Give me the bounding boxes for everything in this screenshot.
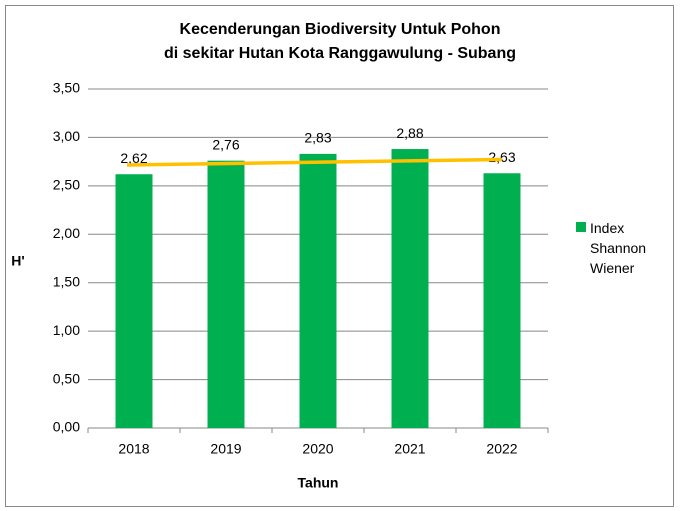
y-tick-label: 0,50 xyxy=(53,370,80,386)
y-tick-label: 3,00 xyxy=(53,128,80,144)
data-label: 2,76 xyxy=(212,136,239,152)
x-tick-label: 2018 xyxy=(118,441,149,457)
bar xyxy=(299,153,337,428)
x-tick-label: 2021 xyxy=(394,441,425,457)
x-tick-label: 2022 xyxy=(486,441,517,457)
bar xyxy=(207,160,245,428)
y-axis-label: H' xyxy=(11,253,24,269)
data-label: 2,62 xyxy=(120,150,147,166)
x-tick-label: 2020 xyxy=(302,441,333,457)
legend: Index Shannon Wiener xyxy=(576,218,656,278)
bar xyxy=(115,174,153,428)
data-label: 2,63 xyxy=(488,149,515,165)
data-label: 2,83 xyxy=(304,130,331,146)
data-label: 2,88 xyxy=(396,125,423,141)
bar xyxy=(483,173,521,428)
y-tick-label: 0,00 xyxy=(53,419,80,435)
y-tick-label: 2,50 xyxy=(53,177,80,193)
y-tick-label: 1,00 xyxy=(53,322,80,338)
bar xyxy=(391,149,429,428)
legend-label: Index Shannon Wiener xyxy=(590,220,647,276)
y-tick-label: 2,00 xyxy=(53,225,80,241)
chart-border xyxy=(5,5,674,507)
x-axis-label: Tahun xyxy=(298,475,339,491)
y-tick-label: 3,50 xyxy=(53,80,80,96)
trendline xyxy=(126,157,503,167)
legend-swatch xyxy=(576,222,586,232)
chart-title: Kecenderungan Biodiversity Untuk Pohon d… xyxy=(163,21,516,62)
y-tick-label: 1,50 xyxy=(53,273,80,289)
x-tick-label: 2019 xyxy=(210,441,241,457)
